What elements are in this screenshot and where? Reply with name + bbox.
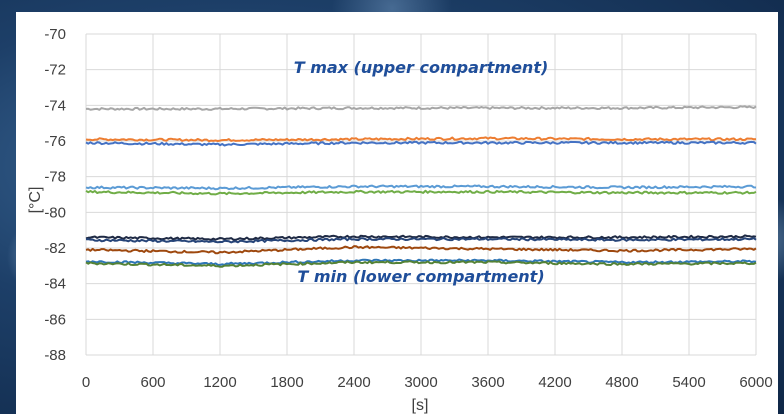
y-tick-label: -70 [44,26,66,43]
series-line-2 [85,140,757,147]
series-line-8 [85,258,757,266]
y-tick-label: -78 [44,169,66,186]
y-tick-label: -76 [44,133,66,150]
series-line-3 [85,184,757,191]
grid [85,33,757,356]
annotation-t-min: T min (lower compartment) [297,267,544,286]
x-tick-label: 1800 [270,374,303,391]
x-tick-label: 2400 [337,374,370,391]
series-line-7 [85,245,757,255]
x-tick-label: 3000 [404,374,437,391]
x-axis-label: [s] [412,397,429,414]
annotation-t-max: T max (upper compartment) [294,58,549,77]
x-tick-label: 3600 [471,374,504,391]
x-tick-label: 6000 [739,374,772,391]
x-tick-label: 0 [82,374,90,391]
y-tick-label: -80 [44,204,66,221]
series-line-0 [85,105,757,111]
x-tick-label: 600 [140,374,165,391]
y-axis-label: [°C] [27,187,44,214]
x-tick-label: 4200 [538,374,571,391]
x-tick-label: 1200 [203,374,236,391]
chart-panel [16,12,778,414]
series-line-5 [85,234,757,241]
x-tick-label: 5400 [672,374,705,391]
y-tick-label: -74 [44,97,66,114]
y-tick-label: -86 [44,311,66,328]
series-layer [85,105,757,268]
series-line-9 [85,260,757,268]
series-line-1 [85,136,757,143]
series-line-4 [85,189,757,196]
x-tick-label: 4800 [605,374,638,391]
y-tick-label: -82 [44,240,66,257]
y-tick-label: -84 [44,276,66,293]
y-tick-label: -88 [44,347,66,364]
tick-labels: 0 600 1200 1800 2400 3000 3600 4200 4800 5400 6000… [44,26,772,391]
series-line-6 [85,237,757,244]
y-tick-label: -72 [44,62,66,79]
